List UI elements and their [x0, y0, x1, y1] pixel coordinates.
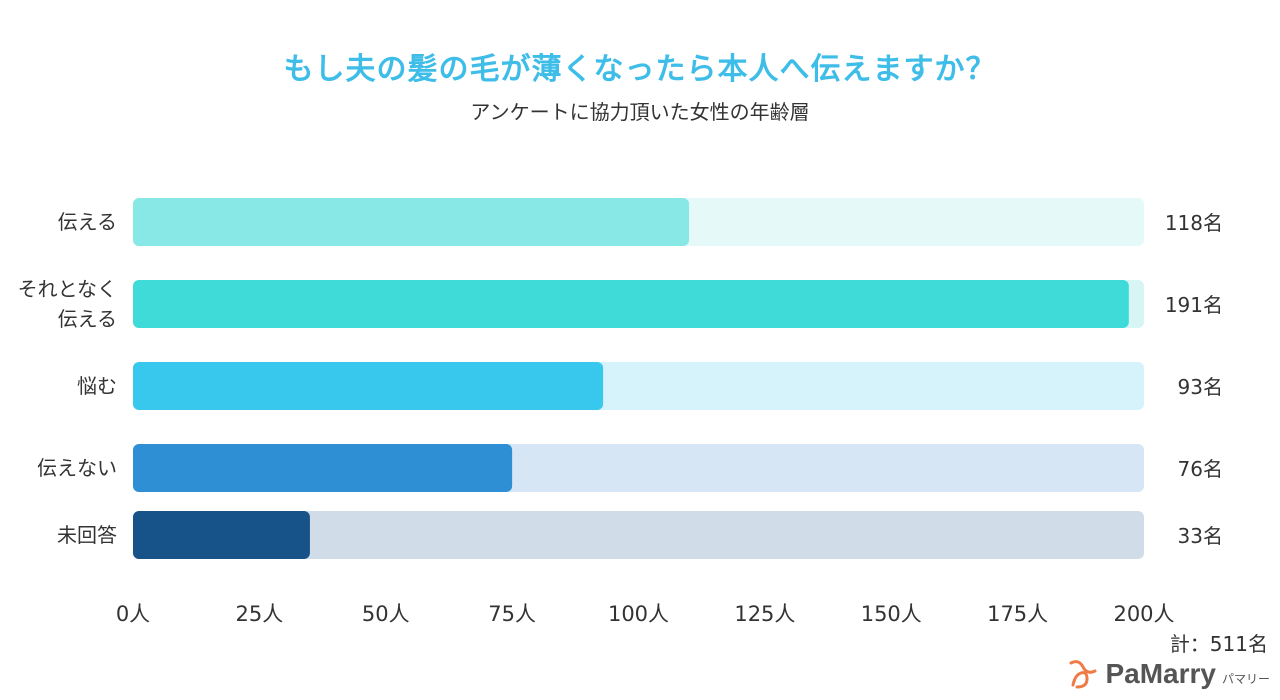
- logo-sub: パマリー: [1221, 671, 1270, 686]
- data-label: 33名: [1178, 524, 1223, 548]
- category-label: それとなく: [18, 277, 117, 301]
- category-label: 悩む: [77, 374, 117, 398]
- data-label: 118名: [1165, 211, 1223, 235]
- x-tick-label: 150人: [861, 602, 922, 626]
- x-tick-label: 25人: [236, 602, 284, 626]
- pamarry-logo: PaMarry パマリー: [1065, 656, 1270, 692]
- chart-subtitle: アンケートに協力頂いた女性の年齢層: [470, 100, 810, 124]
- data-label: 93名: [1178, 375, 1223, 399]
- chart-title: もし夫の髪の毛が薄くなったら本人へ伝えますか？: [283, 52, 997, 87]
- category-label: 伝える: [58, 210, 117, 234]
- bar: [133, 280, 1129, 328]
- category-label: 伝えない: [37, 456, 117, 480]
- data-label: 191名: [1165, 293, 1223, 317]
- x-tick-label: 200人: [1113, 602, 1174, 626]
- bar: [133, 362, 604, 410]
- x-tick-label: 175人: [987, 602, 1048, 626]
- x-tick-label: 0人: [116, 602, 150, 626]
- bar-track: [133, 511, 1144, 559]
- category-label: 伝える: [58, 307, 117, 331]
- x-tick-label: 125人: [734, 602, 795, 626]
- category-label: 未回答: [57, 523, 117, 547]
- bar: [133, 511, 310, 559]
- x-tick-label: 50人: [362, 602, 410, 626]
- total-count: 計：511名: [1169, 632, 1268, 656]
- data-label: 76名: [1178, 457, 1223, 481]
- x-tick-label: 100人: [608, 602, 669, 626]
- logo-brand: PaMarry: [1105, 658, 1216, 689]
- bar: [133, 444, 513, 492]
- x-tick-label: 75人: [488, 602, 536, 626]
- bar: [133, 198, 690, 246]
- logo-mark-icon: [1069, 660, 1097, 689]
